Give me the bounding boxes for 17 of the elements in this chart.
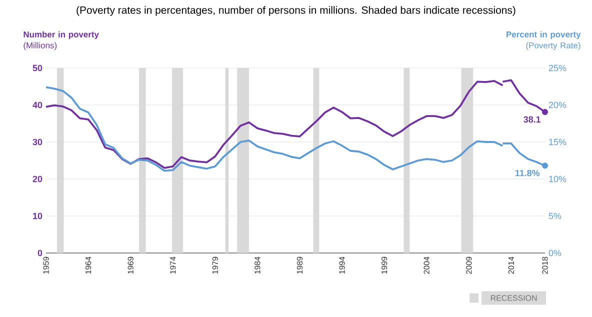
y-tick-label: 0 (38, 250, 42, 256)
y2-tick-label: 5% (548, 212, 562, 220)
y2-tick-label: 25% (548, 64, 566, 72)
annotation: 11.8% (515, 170, 540, 176)
y-axis-title: Number in poverty (Millions) (24, 31, 99, 50)
y2-tick-label: 10% (549, 176, 566, 182)
y2-tick-label: 20% (548, 102, 566, 108)
y-tick-label: 30 (32, 138, 42, 146)
chart-title: (Poverty rates in percentages, number of persons in millions. Shaded bars indicate recessions) (76, 6, 516, 16)
y-tick-label: 50 (32, 64, 42, 72)
y2-tick-label: 0% (548, 250, 562, 256)
y-tick-label: 20 (32, 176, 42, 182)
y-tick-label: 10 (33, 212, 42, 220)
annotation: 38.1 (524, 116, 541, 123)
y2-axis-title: Percent in poverty (Poverty Rate) (506, 31, 581, 50)
y2-tick-label: 15% (549, 138, 566, 146)
y-tick-label: 40 (32, 102, 42, 108)
